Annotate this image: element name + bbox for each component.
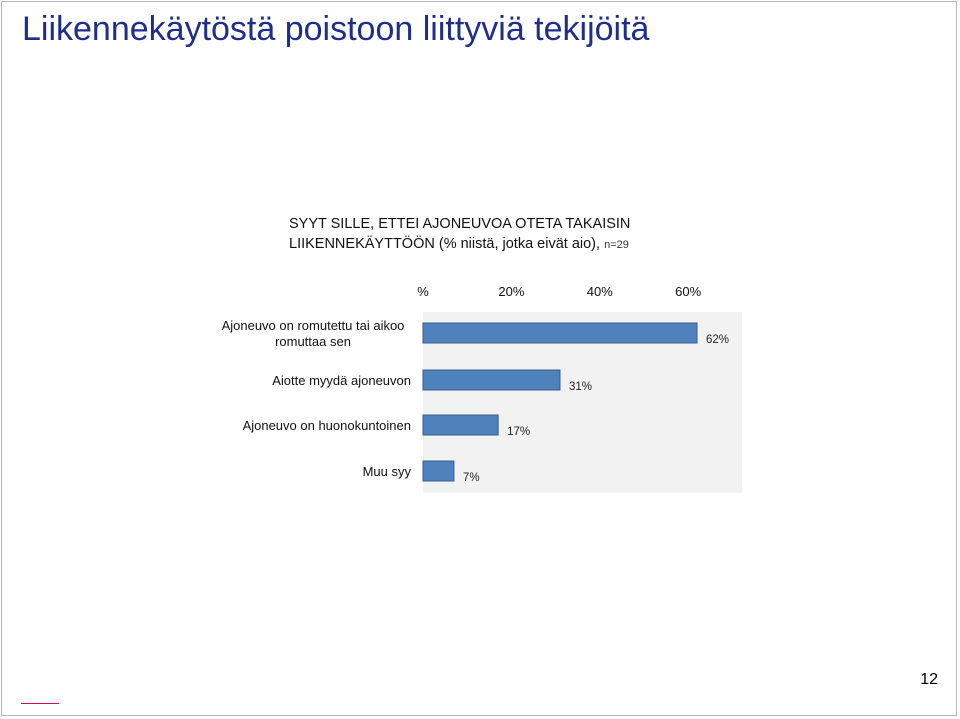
- category-label: Aiotte myydä ajoneuvon: [272, 373, 411, 388]
- x-tick-label: 40%: [587, 284, 613, 299]
- bar: [422, 322, 698, 344]
- chart-title-line1: SYYT SILLE, ETTEI AJONEUVOA OTETA TAKAIS…: [289, 216, 631, 232]
- category-label: Ajoneuvo on huonokuntoinen: [243, 418, 411, 433]
- category-label: romuttaa sen: [275, 334, 351, 349]
- bar: [422, 460, 455, 482]
- bar: [422, 369, 561, 391]
- x-tick-label: 60%: [675, 284, 701, 299]
- data-label: 31%: [569, 381, 592, 393]
- sample-size-note: n=29: [604, 239, 629, 251]
- x-tick-label: 20%: [498, 284, 524, 299]
- x-tick-label: %: [417, 284, 429, 299]
- bar: [422, 414, 499, 436]
- slide-title: Liikennekäytöstä poistoon liittyviä teki…: [22, 10, 650, 48]
- data-label: 17%: [507, 426, 530, 438]
- category-label: Ajoneuvo on romutettu tai aikoo: [222, 318, 405, 333]
- footer-accent-line: [21, 703, 59, 704]
- chart-title: SYYT SILLE, ETTEI AJONEUVOA OTETA TAKAIS…: [289, 214, 630, 255]
- category-label: Muu syy: [363, 464, 412, 479]
- chart-title-line2: LIIKENNEKÄYTTÖÖN (% niistä, jotka eivät …: [289, 234, 630, 255]
- page-number: 12: [920, 671, 938, 688]
- chart-title-line2-text: LIIKENNEKÄYTTÖÖN (% niistä, jotka eivät …: [289, 236, 601, 252]
- data-label: 7%: [463, 472, 480, 484]
- data-label: 62%: [706, 334, 729, 346]
